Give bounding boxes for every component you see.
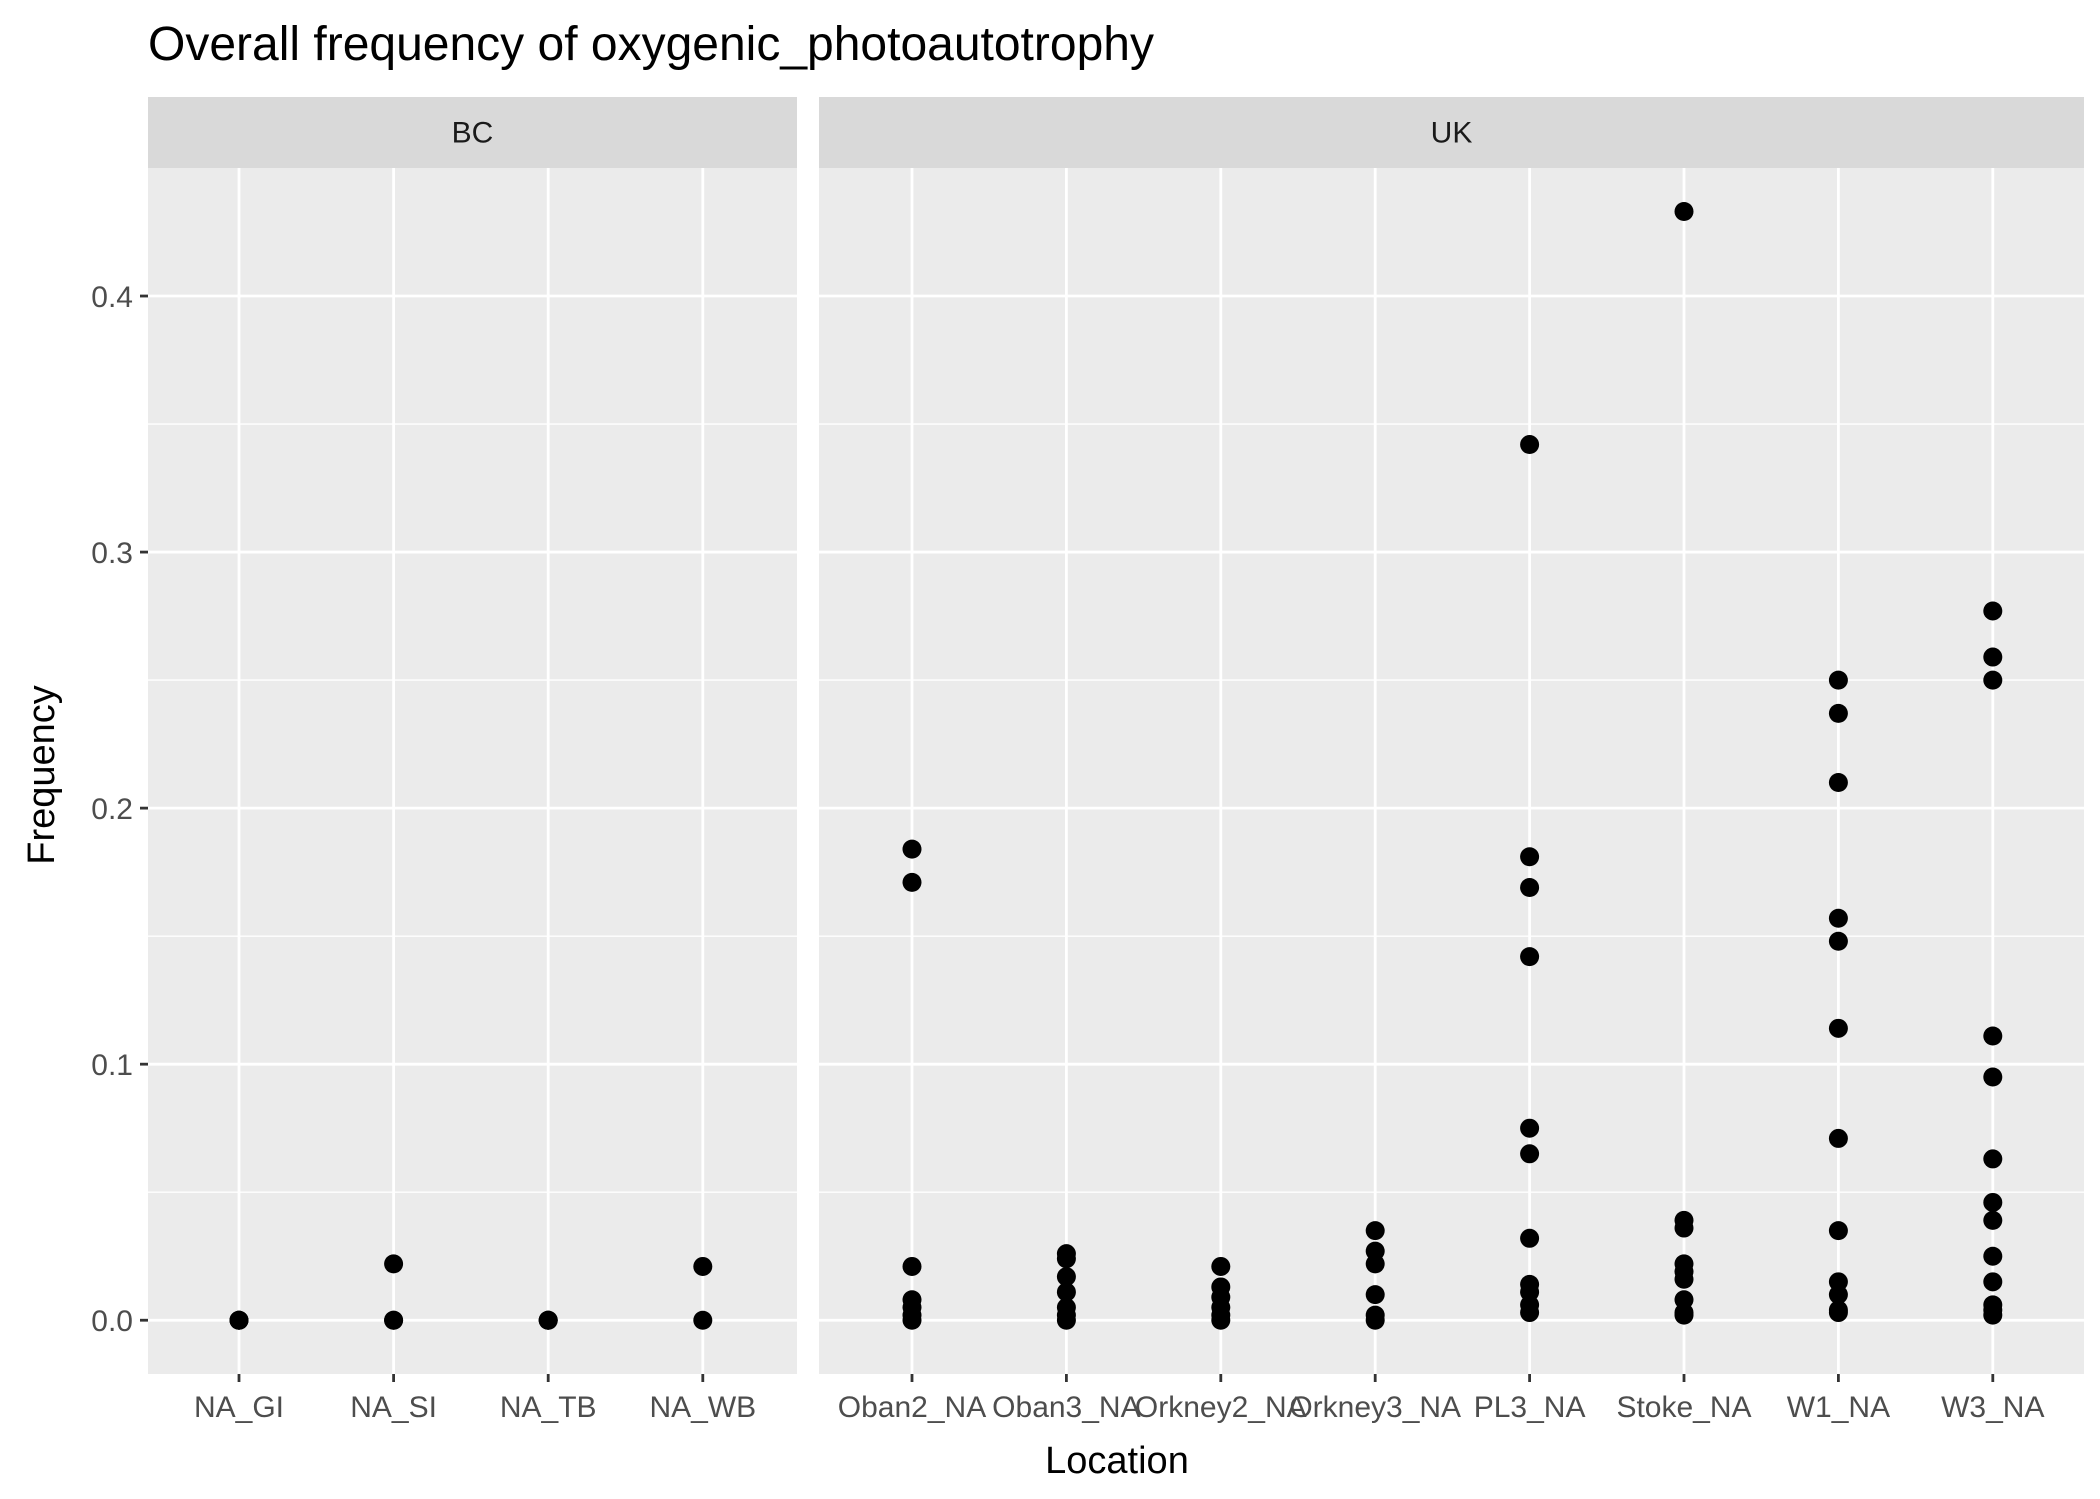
data-point <box>229 1310 249 1330</box>
data-point <box>693 1256 713 1276</box>
data-point <box>1520 878 1540 898</box>
data-point <box>1983 1192 2003 1212</box>
data-point <box>1211 1256 1231 1276</box>
y-tick-label: 0.4 <box>91 281 133 314</box>
data-point <box>902 1256 922 1276</box>
data-point <box>1674 1305 1694 1325</box>
data-point <box>1056 1267 1076 1287</box>
data-point <box>1983 1272 2003 1292</box>
data-point <box>1520 1118 1540 1138</box>
data-point <box>1983 1149 2003 1169</box>
data-point <box>1983 1305 2003 1325</box>
x-tick-label: Oban2_NA <box>838 1391 986 1424</box>
y-tick-label: 0.2 <box>91 793 133 826</box>
x-tick-label: Oban3_NA <box>992 1391 1140 1424</box>
x-axis-title: Location <box>1045 1440 1189 1482</box>
data-point <box>1056 1282 1076 1302</box>
data-point <box>1520 435 1540 455</box>
data-point <box>1828 1018 1848 1038</box>
facet-strip-label: BC <box>452 117 494 150</box>
data-point <box>902 839 922 859</box>
plot-area: BC NA_GI NA_SI NA_TB NA_WB UK Oban2_NA Oban3_NA… <box>91 97 2084 1424</box>
x-tick-label: PL3_NA <box>1474 1391 1586 1424</box>
data-point <box>1211 1310 1231 1330</box>
data-point <box>1520 1303 1540 1323</box>
data-point <box>1674 1218 1694 1238</box>
data-point <box>1828 1285 1848 1305</box>
data-point <box>1365 1285 1385 1305</box>
facet-strip-label: UK <box>1431 117 1473 150</box>
data-point <box>1983 670 2003 690</box>
facet-strip <box>148 97 797 168</box>
data-point <box>1983 1026 2003 1046</box>
y-tick-label: 0.1 <box>91 1049 133 1082</box>
x-tick-label: Orkney2_NA <box>1135 1391 1307 1424</box>
data-point <box>1520 1144 1540 1164</box>
data-point <box>1674 202 1694 222</box>
x-tick-label: NA_TB <box>500 1391 597 1424</box>
data-point <box>1520 1228 1540 1248</box>
panel-background <box>819 168 2084 1374</box>
data-point <box>1828 931 1848 951</box>
data-point <box>1828 1221 1848 1241</box>
data-point <box>1365 1254 1385 1274</box>
x-tick-label: W3_NA <box>1941 1391 2044 1424</box>
chart-title: Overall frequency of oxygenic_photoautot… <box>148 18 1154 71</box>
data-point <box>384 1254 404 1274</box>
data-point <box>1828 1303 1848 1323</box>
data-point <box>1520 847 1540 867</box>
data-point <box>1828 773 1848 793</box>
data-point <box>902 872 922 892</box>
data-point <box>1983 601 2003 621</box>
y-tick-label: 0.0 <box>91 1305 133 1338</box>
data-point <box>1520 947 1540 967</box>
data-point <box>384 1310 404 1330</box>
data-point <box>1828 1128 1848 1148</box>
data-point <box>693 1310 713 1330</box>
data-point <box>902 1310 922 1330</box>
x-tick-label: W1_NA <box>1787 1391 1890 1424</box>
data-point <box>1983 1246 2003 1266</box>
data-point <box>1365 1310 1385 1330</box>
data-point <box>1365 1221 1385 1241</box>
x-tick-label: Orkney3_NA <box>1289 1391 1461 1424</box>
data-point <box>538 1310 558 1330</box>
data-point <box>1983 1210 2003 1230</box>
data-point <box>1056 1249 1076 1269</box>
x-tick-label: Stoke_NA <box>1616 1391 1751 1424</box>
x-tick-label: NA_SI <box>350 1391 437 1424</box>
data-point <box>1828 908 1848 928</box>
data-point <box>1056 1310 1076 1330</box>
data-point <box>1983 647 2003 667</box>
data-point <box>1828 670 1848 690</box>
y-axis-title: Frequency <box>21 685 63 865</box>
facet-strip <box>819 97 2084 168</box>
panel-background <box>148 168 797 1374</box>
data-point <box>1674 1269 1694 1289</box>
data-point <box>1828 703 1848 723</box>
y-tick-label: 0.3 <box>91 537 133 570</box>
x-tick-label: NA_WB <box>649 1391 756 1424</box>
data-point <box>1983 1067 2003 1087</box>
x-tick-label: NA_GI <box>194 1391 284 1424</box>
